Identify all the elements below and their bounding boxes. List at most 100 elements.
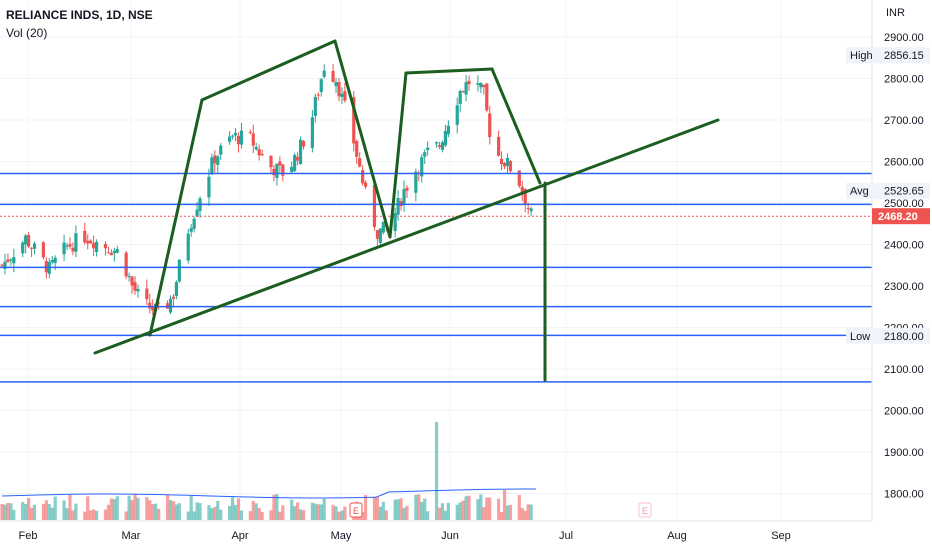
candle-body: [355, 141, 359, 157]
candle-body: [322, 70, 326, 77]
candle-body: [177, 259, 181, 282]
pattern-line: [490, 67, 542, 185]
volume-bar: [62, 500, 66, 520]
volume-bar: [331, 504, 335, 520]
candle-body: [313, 96, 317, 116]
volume-bar: [529, 504, 533, 520]
volume-bar: [112, 499, 116, 520]
candle-body: [458, 90, 462, 105]
volume-bar: [92, 509, 96, 520]
last-price-badge: [872, 208, 930, 225]
candle-body: [437, 145, 442, 147]
candle-body: [62, 242, 66, 255]
volume-bar: [476, 499, 480, 520]
volume-bar: [29, 507, 34, 520]
y-tick-label: 2700.00: [884, 115, 924, 127]
candle-body: [74, 233, 78, 252]
volume-bar: [461, 500, 465, 520]
candle-body: [21, 242, 25, 254]
candle-body: [213, 155, 217, 164]
candle-body: [426, 147, 430, 151]
candle-body: [145, 288, 149, 300]
candle-body: [248, 131, 252, 133]
volume-bar: [157, 508, 161, 520]
volume-bar: [89, 510, 93, 520]
trendline-drawings: [93, 39, 720, 382]
volume-bar: [399, 498, 403, 520]
x-tick-label: Jul: [559, 530, 573, 542]
candle-body: [467, 80, 471, 85]
volume-bar: [257, 508, 261, 520]
candle-body: [399, 201, 403, 207]
candle-body: [502, 163, 507, 167]
candle-body: [6, 259, 10, 263]
volume-bar: [136, 497, 140, 520]
candle-body: [381, 221, 385, 233]
volume-bar: [423, 498, 427, 520]
volume-bar: [340, 510, 344, 520]
candle-body: [32, 243, 37, 249]
candle-body: [29, 247, 34, 249]
candle-body: [219, 145, 223, 155]
volume-bar: [440, 503, 445, 520]
y-tick-label: 2900.00: [884, 32, 924, 44]
volume-bar: [0, 504, 4, 520]
candle-body: [115, 249, 119, 253]
volume-bar: [281, 505, 285, 520]
volume-bar: [248, 511, 252, 520]
candle-body: [228, 136, 232, 142]
volume-bar: [213, 507, 217, 520]
candle-body: [423, 152, 427, 157]
candle-body: [290, 166, 294, 172]
volume-bar: [94, 510, 99, 520]
volume-bar: [384, 510, 388, 520]
candle-body: [260, 153, 264, 156]
candle-body: [340, 93, 344, 97]
pattern-line: [148, 98, 204, 337]
volume-bar: [198, 503, 202, 520]
volume-bar: [192, 511, 196, 520]
candle-body: [331, 71, 335, 82]
volume-bar: [275, 494, 279, 520]
volume-bar: [148, 500, 152, 520]
candle-body: [523, 189, 527, 205]
volume-bar: [24, 503, 28, 520]
neckline-trendline: [93, 118, 720, 355]
time-axis: Feb Mar Apr May Jun Jul Aug Sep: [19, 530, 791, 542]
volume-bar: [337, 511, 341, 520]
candle-body: [174, 282, 179, 296]
candle-body: [479, 82, 483, 88]
candle-body: [195, 209, 199, 217]
candle-body: [236, 135, 241, 145]
x-tick-label: Mar: [122, 530, 141, 542]
volume-bar: [195, 502, 199, 520]
volume-legend: Vol (20): [6, 26, 48, 40]
candle-body: [216, 156, 220, 165]
candle-body: [171, 296, 176, 299]
candle-body: [89, 240, 93, 244]
volume-bar: [230, 497, 235, 520]
volume-bar: [174, 504, 179, 520]
volume-bar: [508, 504, 513, 520]
candle-body: [192, 218, 196, 229]
volume-bar: [301, 510, 306, 520]
pattern-line: [333, 39, 392, 239]
candle-body: [71, 247, 75, 252]
candle-body: [505, 157, 510, 166]
y-tick-label: 2500.00: [884, 198, 924, 210]
volume-bar: [482, 506, 486, 520]
earnings-event-icon: [349, 502, 363, 518]
candle-body: [24, 235, 28, 245]
candle-body: [86, 240, 90, 244]
candle-body: [526, 207, 530, 209]
candle-body: [272, 168, 276, 176]
volume-bar: [414, 494, 418, 520]
candle-body: [461, 91, 465, 93]
volume-bar: [526, 504, 530, 520]
candle-body: [124, 252, 128, 277]
candle-body: [402, 189, 406, 204]
candle-body: [281, 164, 285, 176]
volume-bar: [65, 508, 69, 520]
